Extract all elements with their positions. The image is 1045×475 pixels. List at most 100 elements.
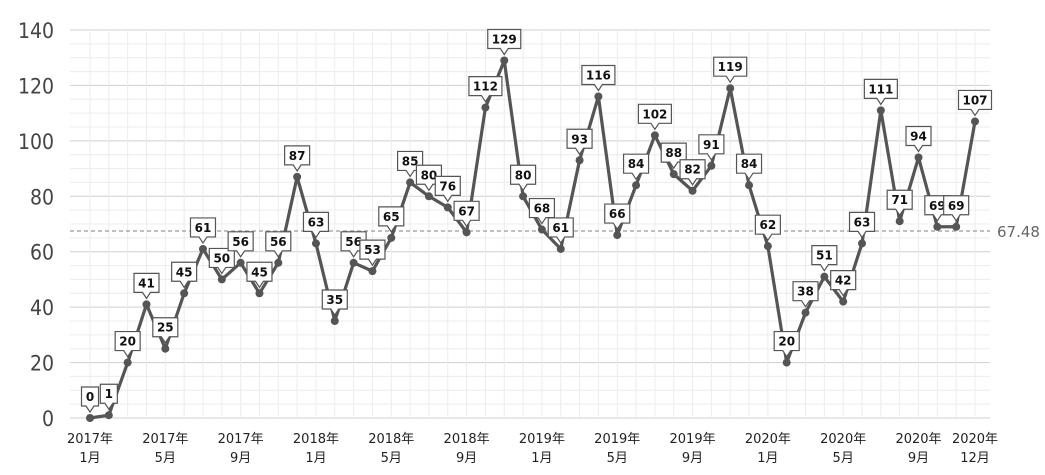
data-label-text: 112 <box>473 80 498 94</box>
x-tick-label-month: 5月 <box>155 451 176 466</box>
data-label-box <box>453 200 480 228</box>
data-label-text: 41 <box>138 276 155 290</box>
data-label-text: 71 <box>891 193 908 207</box>
data-label-box <box>208 247 235 275</box>
data-label-text: 66 <box>609 207 626 221</box>
data-point <box>820 272 829 281</box>
data-point <box>801 308 810 317</box>
data-point <box>180 289 189 298</box>
data-label: 51 <box>811 245 838 272</box>
data-label: 119 <box>713 56 748 84</box>
data-point <box>462 228 471 237</box>
x-tick-label-year: 2020年 <box>745 432 791 447</box>
x-tick-label-month: 9月 <box>908 451 929 466</box>
data-point <box>293 172 302 181</box>
x-tick-label-year: 2018年 <box>368 432 414 447</box>
data-label: 112 <box>468 76 503 103</box>
data-point <box>782 358 791 367</box>
data-label-text: 129 <box>492 32 517 46</box>
y-tick-label: 60 <box>30 241 54 265</box>
data-point <box>632 181 641 190</box>
data-label-text: 87 <box>289 149 306 163</box>
data-label-text: 76 <box>439 179 456 193</box>
data-point <box>330 317 339 325</box>
data-label-box <box>378 206 405 233</box>
data-label-box <box>679 159 706 186</box>
data-label-box <box>99 383 118 411</box>
data-label-box <box>735 153 763 181</box>
x-tick-label-year: 2017年 <box>67 432 113 447</box>
data-label-text: 20 <box>119 335 136 349</box>
x-tick-label-month: 1月 <box>757 451 778 466</box>
data-label-box <box>713 56 748 84</box>
y-tick-label: 40 <box>30 296 54 320</box>
y-axis: 0 20 40 60 80 100 120 140 <box>18 19 54 431</box>
x-tick-label-year: 2020年 <box>895 432 941 447</box>
data-label: 87 <box>284 145 311 172</box>
data-point <box>858 239 867 248</box>
data-label: 62 <box>754 214 781 242</box>
x-tick-label-month: 9月 <box>230 451 251 466</box>
data-label-box <box>547 217 574 245</box>
data-label: 71 <box>886 189 913 217</box>
y-tick-label: 140 <box>18 19 54 43</box>
data-label-box <box>487 28 522 56</box>
data-label-text: 56 <box>232 235 249 249</box>
data-label-text: 20 <box>778 335 795 349</box>
data-label: 67 <box>453 200 480 228</box>
data-label-box <box>792 281 819 308</box>
data-label: 111 <box>863 78 898 106</box>
data-label: 45 <box>171 261 198 289</box>
data-label-box <box>957 89 993 117</box>
data-label: 45 <box>246 261 273 289</box>
x-tick-label-month: 5月 <box>833 451 854 466</box>
data-point <box>669 170 678 179</box>
data-point <box>726 84 735 93</box>
data-point <box>349 258 358 267</box>
data-label: 93 <box>566 128 593 156</box>
data-label: 1 <box>99 383 118 411</box>
data-label-box <box>754 214 781 242</box>
data-label-box <box>302 211 330 239</box>
data-label-text: 42 <box>835 274 852 288</box>
x-tick-label-year: 2020年 <box>820 432 866 447</box>
data-point <box>839 297 848 306</box>
data-label-box <box>246 261 273 289</box>
data-label: 53 <box>359 239 386 267</box>
data-label: 68 <box>528 197 556 225</box>
data-point <box>650 131 659 140</box>
x-tick-label-year: 2017年 <box>218 432 264 447</box>
data-label-text: 94 <box>910 129 927 143</box>
data-label-box <box>509 164 537 192</box>
data-label: 91 <box>698 134 725 161</box>
x-tick-label-year: 2019年 <box>670 432 716 447</box>
data-label-text: 45 <box>251 265 268 279</box>
x-tick-label-year: 2019年 <box>519 432 565 447</box>
data-label-box <box>848 211 876 239</box>
data-point <box>161 344 170 353</box>
data-label-box <box>637 103 672 131</box>
data-label-text: 91 <box>703 138 720 152</box>
data-label-text: 84 <box>741 157 758 171</box>
y-tick-label: 80 <box>30 185 54 209</box>
data-label-text: 35 <box>326 293 343 307</box>
data-point <box>933 222 942 231</box>
data-label-box <box>943 195 970 222</box>
data-label-box <box>811 245 838 272</box>
data-point <box>952 222 961 231</box>
x-tick-label-month: 12月 <box>960 451 990 466</box>
data-point <box>914 153 923 162</box>
data-label: 65 <box>378 206 405 233</box>
data-label-text: 38 <box>797 285 814 299</box>
data-label-box <box>773 330 800 358</box>
data-label-text: 56 <box>270 235 287 249</box>
data-point <box>556 244 565 253</box>
data-point <box>236 258 245 267</box>
data-label-box <box>830 270 857 297</box>
data-label: 0 <box>80 386 100 414</box>
data-label-box <box>133 272 160 300</box>
data-point <box>575 156 584 165</box>
x-tick-label-month: 9月 <box>682 451 703 466</box>
x-tick-label-year: 2018年 <box>293 432 339 447</box>
data-label-box <box>152 317 179 344</box>
